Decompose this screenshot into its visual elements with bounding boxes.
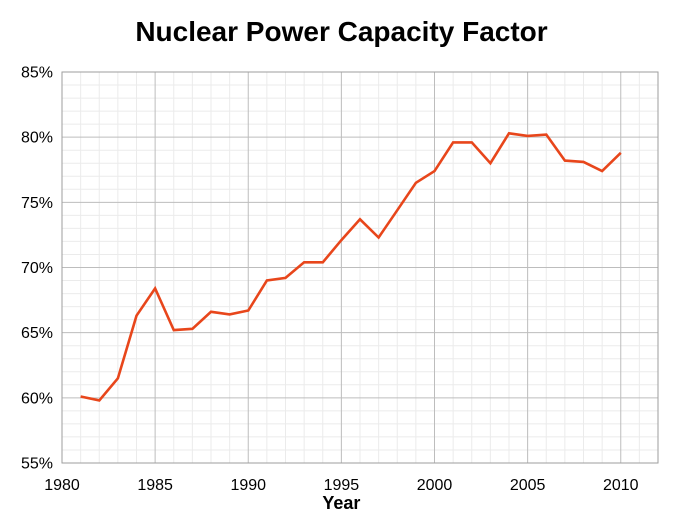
y-tick-label: 55% <box>21 456 53 473</box>
x-tick-label: 2010 <box>603 477 639 494</box>
capacity-factor-line <box>80 131 622 402</box>
x-tick-label: 1985 <box>137 477 173 494</box>
y-tick-label: 70% <box>21 260 53 277</box>
x-tick-label: 2000 <box>417 477 453 494</box>
x-tick-label: 1980 <box>44 477 80 494</box>
y-tick-label: 60% <box>21 390 53 407</box>
x-tick-label: 2005 <box>510 477 546 494</box>
y-tick-label: 65% <box>21 325 53 342</box>
x-tick-label: 1995 <box>324 477 360 494</box>
y-tick-label: 80% <box>21 130 53 147</box>
y-tick-label: 75% <box>21 195 53 212</box>
y-tick-label: 85% <box>21 65 53 82</box>
x-axis-label: Year <box>322 493 360 512</box>
plot-border <box>61 71 659 464</box>
chart-title: Nuclear Power Capacity Factor <box>135 16 548 47</box>
x-tick-label: 1990 <box>230 477 266 494</box>
